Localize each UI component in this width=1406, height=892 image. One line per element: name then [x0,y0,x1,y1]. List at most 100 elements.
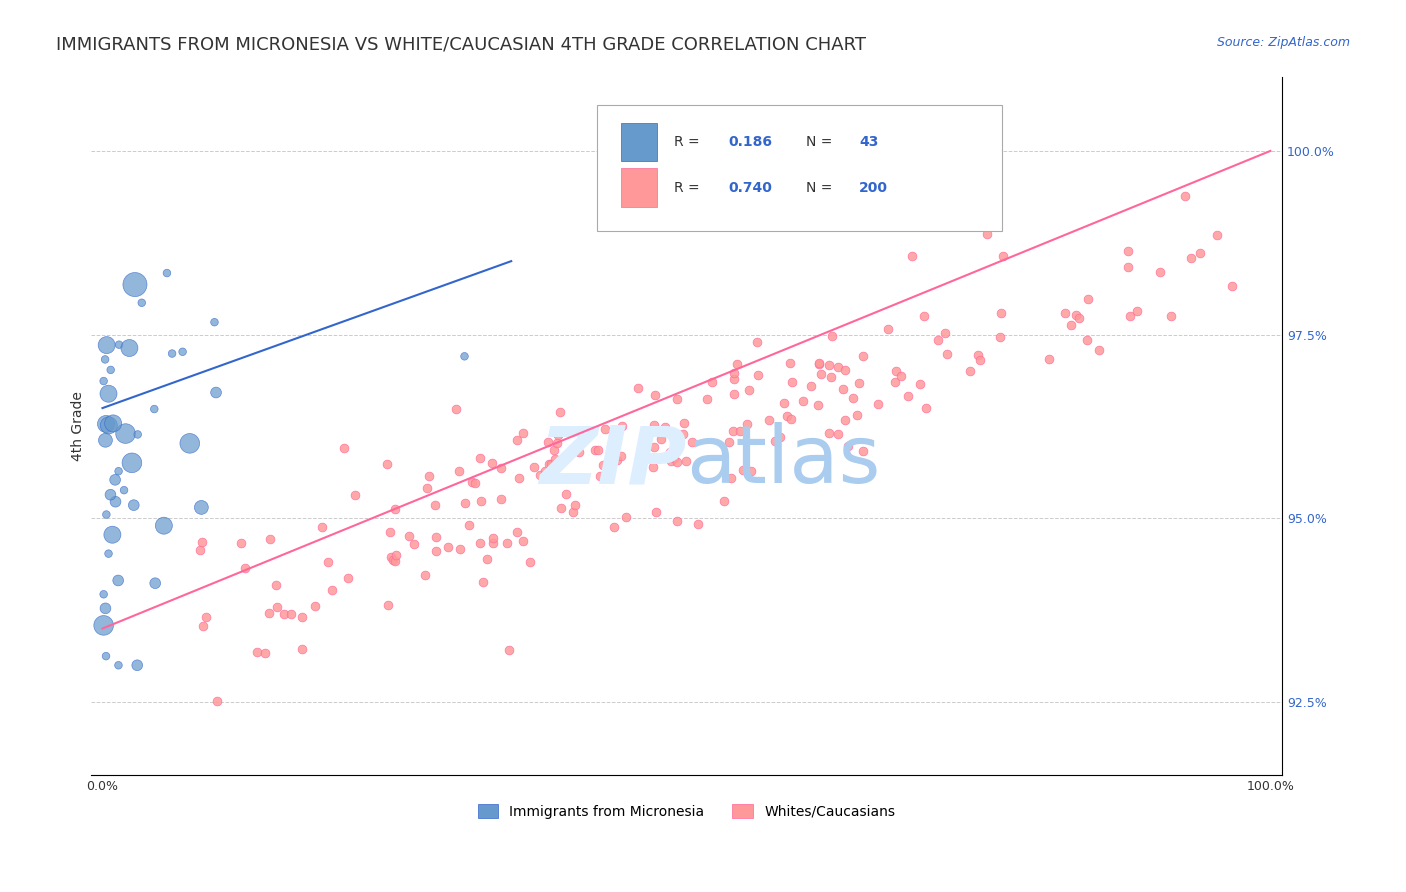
Point [842,391,865,405]
Point [546,435,568,450]
Point [423,498,446,512]
Point [436,540,458,554]
Point [780,375,803,389]
Point [990,305,1012,319]
Point [246,645,269,659]
Point [633,435,655,450]
Point [567,444,589,458]
Point [890,368,912,383]
Point [464,476,486,491]
Point [723,366,745,380]
Point [976,227,998,242]
Point [127,427,149,442]
Point [529,468,551,483]
Point [666,426,689,441]
Point [731,463,754,477]
Point [773,396,796,410]
Point [482,531,505,545]
Point [817,358,839,372]
Point [959,364,981,378]
Point [153,518,176,533]
Point [96,508,118,522]
Point [107,574,129,588]
Point [94,649,117,664]
Point [818,426,841,441]
Point [675,454,697,468]
Point [547,428,569,442]
Point [93,587,115,601]
Point [506,434,529,448]
Point [1053,306,1076,320]
Point [472,574,495,589]
Point [645,505,668,519]
Point [603,520,626,534]
Point [160,346,183,360]
Text: 0.740: 0.740 [728,181,772,194]
Point [398,529,420,543]
Point [449,464,471,478]
Point [523,460,546,475]
Point [194,610,217,624]
Point [681,435,703,450]
Point [641,459,664,474]
Point [807,357,830,371]
Point [1118,260,1140,274]
Point [827,427,849,442]
Point [807,399,830,413]
Point [827,360,849,375]
Point [776,409,799,423]
Point [747,368,769,383]
Point [758,413,780,427]
Point [737,383,759,397]
Point [745,334,768,349]
Point [643,418,665,433]
Point [606,452,628,467]
Point [792,394,814,409]
Point [993,249,1015,263]
Point [1076,333,1098,347]
Point [233,561,256,575]
Point [94,601,117,615]
Text: R =: R = [675,136,704,149]
Point [728,424,751,438]
Point [696,392,718,406]
Point [588,469,610,483]
Point [413,568,436,582]
Point [593,422,616,436]
Point [634,433,657,447]
Point [700,376,723,390]
Point [966,348,988,362]
Point [1088,343,1111,358]
Point [254,646,277,660]
Point [179,436,201,450]
Point [662,451,685,466]
Point [807,356,830,370]
Point [385,548,408,562]
Point [93,374,115,388]
Point [723,387,745,401]
FancyBboxPatch shape [621,123,657,161]
Point [496,536,519,550]
Point [468,450,491,465]
Point [259,532,281,546]
Point [614,510,637,524]
Point [884,376,907,390]
Point [780,412,803,426]
Point [143,576,166,591]
Point [97,386,120,401]
Point [131,295,153,310]
Point [650,432,672,446]
Point [519,555,541,569]
Point [491,460,513,475]
Point [1220,279,1243,293]
Point [810,367,832,381]
Point [540,458,562,472]
Point [114,426,136,441]
Point [229,536,252,550]
Text: IMMIGRANTS FROM MICRONESIA VS WHITE/CAUCASIAN 4TH GRADE CORRELATION CHART: IMMIGRANTS FROM MICRONESIA VS WHITE/CAUC… [56,36,866,54]
Point [94,352,117,367]
Point [659,444,682,458]
Point [172,344,194,359]
Point [884,364,907,378]
Point [461,475,484,490]
